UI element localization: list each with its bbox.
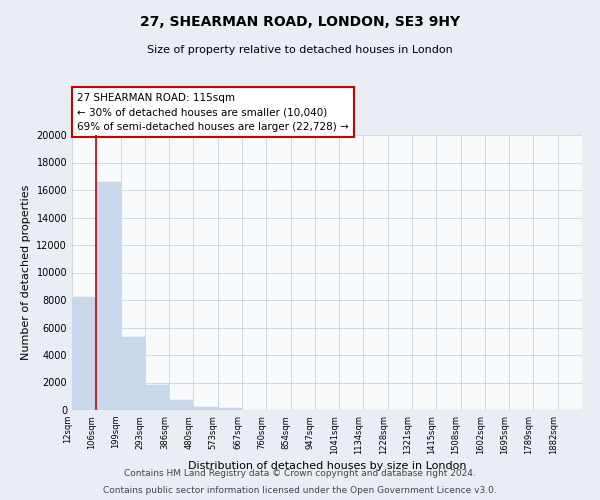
Bar [72, 297, 96, 410]
Text: 27 SHEARMAN ROAD: 115sqm
← 30% of detached houses are smaller (10,040)
69% of se: 27 SHEARMAN ROAD: 115sqm ← 30% of detach… [77, 92, 349, 132]
Bar [96, 182, 121, 410]
Bar [169, 400, 193, 410]
Text: Contains public sector information licensed under the Open Government Licence v3: Contains public sector information licen… [103, 486, 497, 495]
Y-axis label: Number of detached properties: Number of detached properties [21, 185, 31, 360]
Bar [193, 406, 218, 410]
Bar [121, 337, 145, 410]
Bar [218, 408, 242, 410]
Text: Size of property relative to detached houses in London: Size of property relative to detached ho… [147, 45, 453, 55]
Bar [145, 384, 169, 410]
Text: Contains HM Land Registry data © Crown copyright and database right 2024.: Contains HM Land Registry data © Crown c… [124, 468, 476, 477]
Text: 27, SHEARMAN ROAD, LONDON, SE3 9HY: 27, SHEARMAN ROAD, LONDON, SE3 9HY [140, 15, 460, 29]
X-axis label: Distribution of detached houses by size in London: Distribution of detached houses by size … [188, 461, 466, 471]
